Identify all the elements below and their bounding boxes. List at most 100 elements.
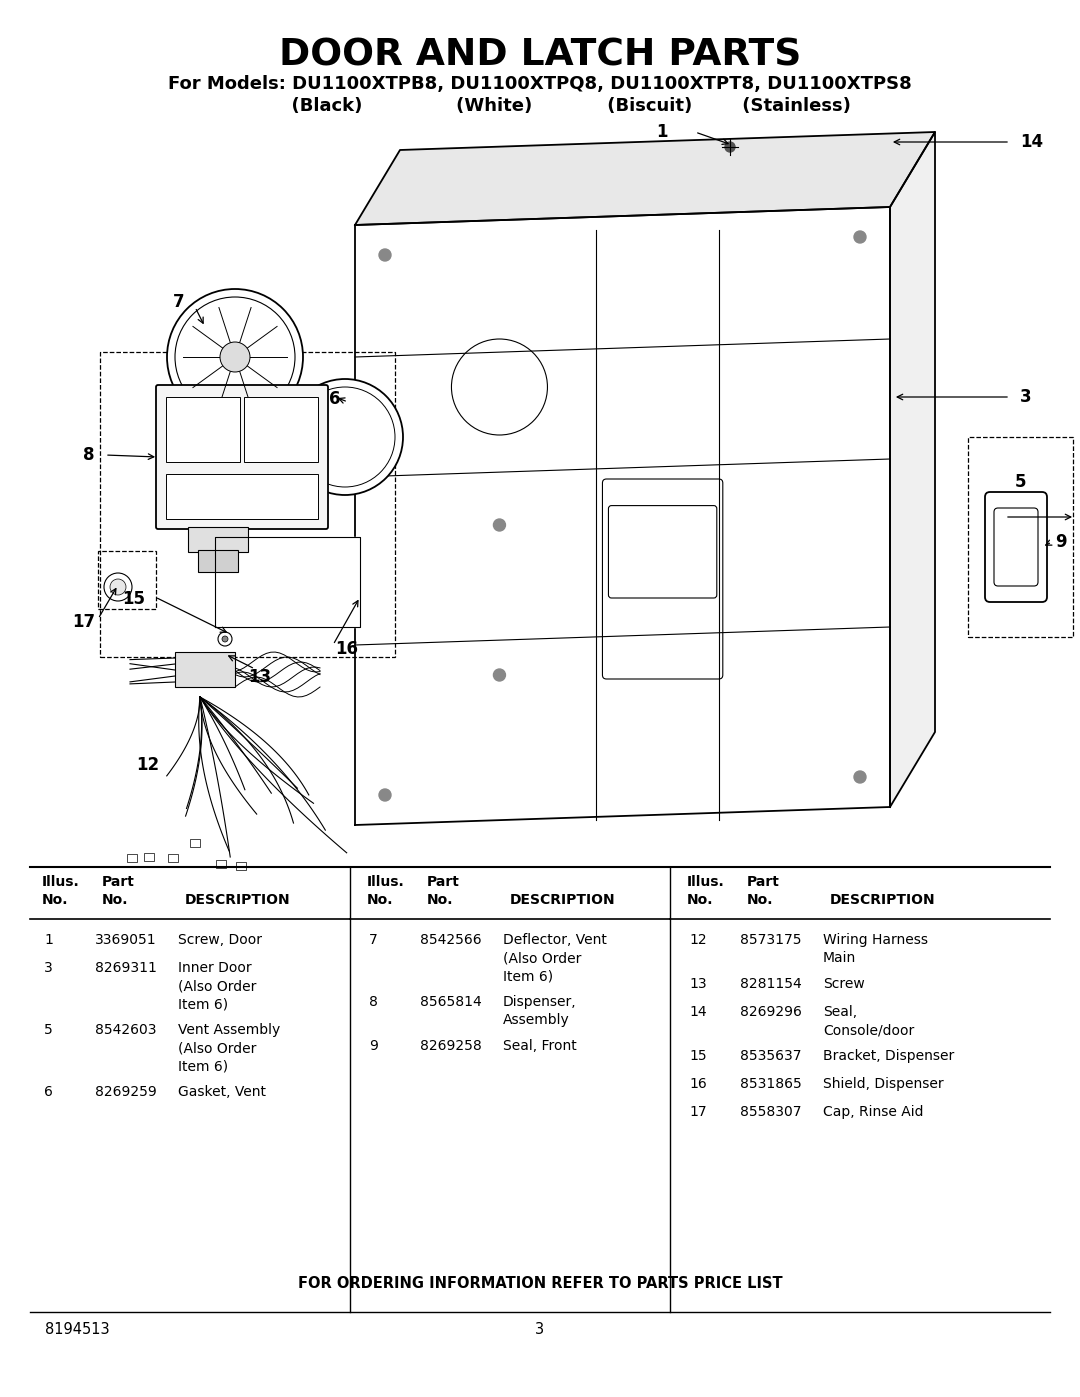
Text: 8: 8 <box>369 995 378 1009</box>
Text: Item 6): Item 6) <box>503 970 553 983</box>
Text: Illus.: Illus. <box>42 875 80 888</box>
Text: Dispenser,: Dispenser, <box>503 995 577 1009</box>
Text: Cap, Rinse Aid: Cap, Rinse Aid <box>823 1105 923 1119</box>
Bar <box>244 397 318 462</box>
Text: Item 6): Item 6) <box>178 1059 228 1073</box>
Text: Wiring Harness: Wiring Harness <box>823 933 928 947</box>
Bar <box>100 352 395 657</box>
Bar <box>166 397 240 462</box>
Circle shape <box>220 342 249 372</box>
Text: 3: 3 <box>44 961 53 975</box>
Text: 14: 14 <box>689 1004 706 1018</box>
Circle shape <box>379 249 391 261</box>
Text: 12: 12 <box>689 933 706 947</box>
FancyBboxPatch shape <box>156 386 328 529</box>
Text: 6: 6 <box>44 1085 53 1099</box>
Bar <box>175 652 235 687</box>
Text: 8531865: 8531865 <box>740 1077 801 1091</box>
Circle shape <box>854 771 866 782</box>
Text: Seal, Front: Seal, Front <box>503 1039 577 1053</box>
Text: 17: 17 <box>689 1105 706 1119</box>
Text: For Models: DU1100XTPB8, DU1100XTPQ8, DU1100XTPT8, DU1100XTPS8: For Models: DU1100XTPB8, DU1100XTPQ8, DU… <box>168 75 912 94</box>
Circle shape <box>110 578 126 595</box>
Circle shape <box>222 636 228 643</box>
Text: Screw, Door: Screw, Door <box>178 933 262 947</box>
Text: 8535637: 8535637 <box>740 1049 801 1063</box>
Text: (Also Order: (Also Order <box>178 1041 256 1055</box>
Text: 6: 6 <box>328 390 340 408</box>
Bar <box>98 550 156 609</box>
Text: Gasket, Vent: Gasket, Vent <box>178 1085 266 1099</box>
Text: Bracket, Dispenser: Bracket, Dispenser <box>823 1049 955 1063</box>
Circle shape <box>379 789 391 800</box>
Circle shape <box>287 379 403 495</box>
Text: Part: Part <box>102 875 135 888</box>
Polygon shape <box>355 131 935 225</box>
Bar <box>126 855 137 862</box>
Text: 13: 13 <box>689 977 706 990</box>
Text: 8281154: 8281154 <box>740 977 801 990</box>
Text: Seal,: Seal, <box>823 1004 858 1018</box>
Circle shape <box>104 573 132 601</box>
Text: Deflector, Vent: Deflector, Vent <box>503 933 607 947</box>
Text: No.: No. <box>367 893 393 907</box>
Text: 8: 8 <box>83 446 95 464</box>
Text: FOR ORDERING INFORMATION REFER TO PARTS PRICE LIST: FOR ORDERING INFORMATION REFER TO PARTS … <box>298 1277 782 1291</box>
Bar <box>144 854 154 862</box>
Bar <box>235 862 246 870</box>
Text: Shield, Dispenser: Shield, Dispenser <box>823 1077 944 1091</box>
Circle shape <box>218 631 232 645</box>
Text: DESCRIPTION: DESCRIPTION <box>185 893 291 907</box>
Text: 16: 16 <box>689 1077 706 1091</box>
FancyBboxPatch shape <box>994 509 1038 585</box>
Text: 3: 3 <box>1020 388 1031 407</box>
Text: 9: 9 <box>1055 534 1067 550</box>
Text: 8558307: 8558307 <box>740 1105 801 1119</box>
Text: DESCRIPTION: DESCRIPTION <box>510 893 616 907</box>
Text: No.: No. <box>42 893 68 907</box>
Circle shape <box>494 520 505 531</box>
Text: DESCRIPTION: DESCRIPTION <box>831 893 935 907</box>
Text: 1: 1 <box>44 933 53 947</box>
Text: 5: 5 <box>1015 474 1026 490</box>
Text: 14: 14 <box>1020 133 1043 151</box>
Text: DOOR AND LATCH PARTS: DOOR AND LATCH PARTS <box>279 36 801 73</box>
Bar <box>968 437 1074 637</box>
Text: 15: 15 <box>122 590 145 608</box>
Text: 5: 5 <box>44 1023 53 1037</box>
Text: Main: Main <box>823 951 856 965</box>
Text: 3: 3 <box>536 1322 544 1337</box>
Text: 7: 7 <box>174 293 185 312</box>
Bar <box>167 854 178 862</box>
Text: 8542566: 8542566 <box>420 933 482 947</box>
Text: No.: No. <box>747 893 773 907</box>
Bar <box>188 527 248 552</box>
Text: 16: 16 <box>335 640 357 658</box>
Text: 8269258: 8269258 <box>420 1039 482 1053</box>
Text: 15: 15 <box>689 1049 706 1063</box>
Text: 1: 1 <box>657 123 669 141</box>
Text: 8542603: 8542603 <box>95 1023 157 1037</box>
Text: No.: No. <box>687 893 714 907</box>
Text: 8269259: 8269259 <box>95 1085 157 1099</box>
Text: Item 6): Item 6) <box>178 997 228 1011</box>
Circle shape <box>167 289 303 425</box>
Circle shape <box>175 298 295 416</box>
Text: 8269311: 8269311 <box>95 961 157 975</box>
Text: 9: 9 <box>369 1039 378 1053</box>
Bar <box>166 474 318 520</box>
Text: (Also Order: (Also Order <box>503 951 581 965</box>
Circle shape <box>854 231 866 243</box>
Text: Part: Part <box>747 875 780 888</box>
Text: No.: No. <box>427 893 454 907</box>
Text: Part: Part <box>427 875 460 888</box>
FancyBboxPatch shape <box>985 492 1047 602</box>
Text: 8269296: 8269296 <box>740 1004 801 1018</box>
Bar <box>198 550 238 571</box>
Text: Inner Door: Inner Door <box>178 961 252 975</box>
Text: 7: 7 <box>369 933 378 947</box>
Text: Vent Assembly: Vent Assembly <box>178 1023 280 1037</box>
Text: 13: 13 <box>248 668 271 686</box>
Circle shape <box>494 669 505 680</box>
Text: Illus.: Illus. <box>367 875 405 888</box>
